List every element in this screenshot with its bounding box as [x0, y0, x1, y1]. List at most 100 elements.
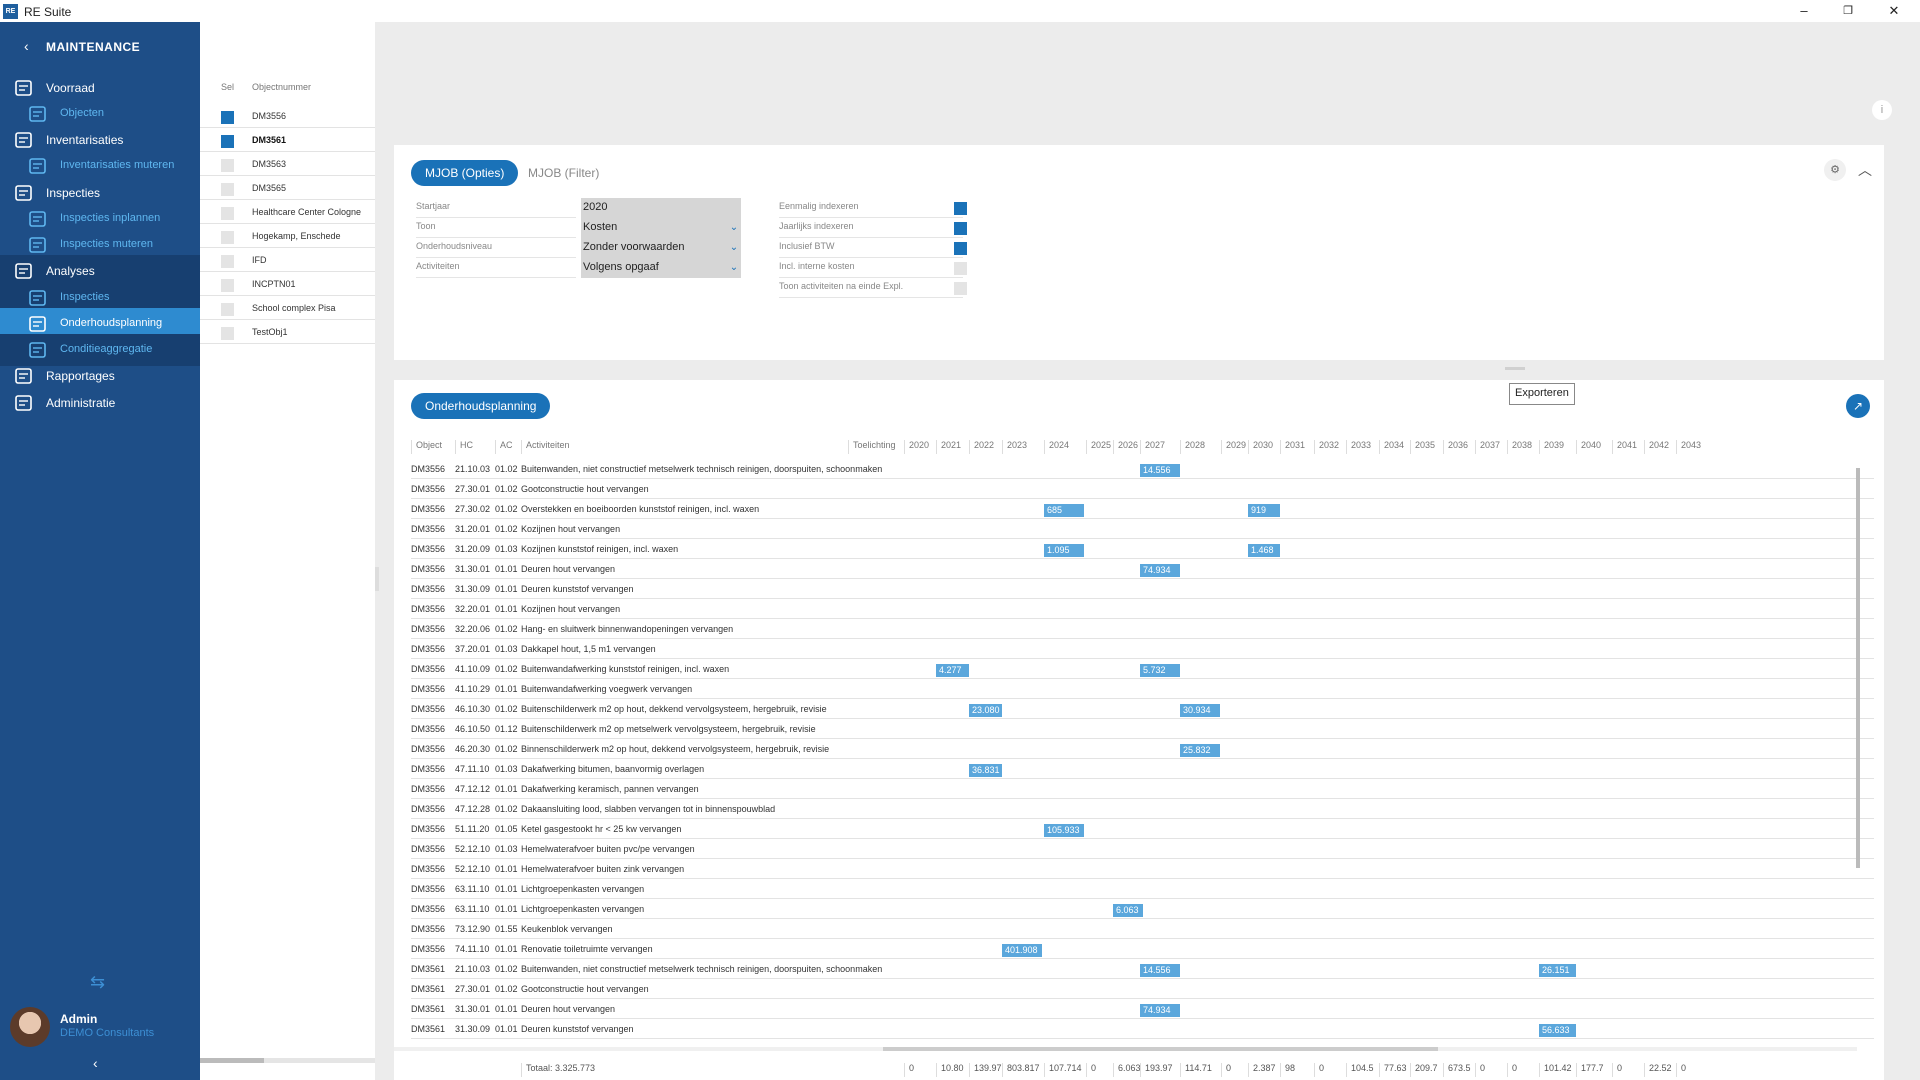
table-row[interactable]: DM3556 74.11.10 01.01 Renovatie toiletruimt… — [411, 939, 1874, 959]
column-header-ac[interactable]: AC — [495, 440, 521, 454]
table-row[interactable]: DM3556 31.30.01 01.01 Deuren hout vervangen… — [411, 559, 1874, 579]
chevron-down-icon[interactable]: ⌄ — [729, 242, 739, 253]
sidebar-item-objecten[interactable]: Objecten — [0, 98, 200, 130]
column-header-year[interactable]: 2027 — [1140, 440, 1180, 454]
cost-bar[interactable]: 23.080 — [969, 704, 1002, 717]
settings-icon[interactable]: ⚙ — [1824, 159, 1846, 181]
column-header-year[interactable]: 2028 — [1180, 440, 1221, 454]
chevron-down-icon[interactable]: ⌄ — [729, 262, 739, 273]
object-select-checkbox[interactable] — [221, 327, 234, 340]
column-header-objectnummer[interactable]: Objectnummer — [252, 82, 312, 92]
column-header-object[interactable]: Object — [411, 440, 455, 454]
column-header-year[interactable]: 2040 — [1576, 440, 1612, 454]
cost-bar[interactable]: 6.063 — [1113, 904, 1143, 917]
panel-splitter[interactable] — [375, 567, 379, 591]
sidebar-item-inspecties-inplannen[interactable]: Inspecties inplannen — [0, 203, 200, 235]
column-header-year[interactable]: 2032 — [1314, 440, 1346, 454]
sidebar-item-inspecties[interactable]: Inspecties — [0, 177, 200, 209]
column-header-year[interactable]: 2041 — [1612, 440, 1644, 454]
table-row[interactable]: DM3556 63.11.10 01.01 Lichtgroepenkasten ve… — [411, 879, 1874, 899]
close-button[interactable]: ✕ — [1888, 3, 1900, 18]
grid-horizontal-scrollbar[interactable] — [394, 1047, 1857, 1051]
object-select-checkbox[interactable] — [221, 279, 234, 292]
column-header-year[interactable]: 2026 — [1113, 440, 1140, 454]
object-row[interactable]: TestObj1 — [200, 320, 375, 344]
sidebar-item-conditieaggregatie[interactable]: Conditieaggregatie — [0, 334, 200, 366]
table-row[interactable]: DM3556 47.12.28 01.02 Dakaansluiting lood, … — [411, 799, 1874, 819]
cost-bar[interactable]: 74.934 — [1140, 1004, 1180, 1017]
table-row[interactable]: DM3561 31.30.01 01.01 Deuren hout vervangen… — [411, 999, 1874, 1019]
column-header-year[interactable]: 2035 — [1410, 440, 1443, 454]
table-row[interactable]: DM3556 52.12.10 01.01 Hemelwaterafvoer buit… — [411, 859, 1874, 879]
object-row[interactable]: School complex Pisa — [200, 296, 375, 320]
object-row[interactable]: DM3556 — [200, 104, 375, 128]
table-row[interactable]: DM3556 47.11.10 01.03 Dakafwerking bitumen,… — [411, 759, 1874, 779]
table-row[interactable]: DM3556 63.11.10 01.01 Lichtgroepenkasten ve… — [411, 899, 1874, 919]
swap-icon[interactable]: ⇆ — [90, 972, 106, 992]
grid-vertical-scrollbar[interactable] — [1856, 468, 1860, 868]
tab-mjob-filter[interactable]: MJOB (Filter) — [528, 166, 600, 180]
table-row[interactable]: DM3556 31.20.01 01.02 Kozijnen hout vervang… — [411, 519, 1874, 539]
cost-bar[interactable]: 1.468 — [1248, 544, 1280, 557]
object-select-checkbox[interactable] — [221, 207, 234, 220]
table-row[interactable]: DM3556 27.30.02 01.02 Overstekken en boeibo… — [411, 499, 1874, 519]
column-header-year[interactable]: 2025 — [1086, 440, 1113, 454]
object-row[interactable]: INCPTN01 — [200, 272, 375, 296]
table-row[interactable]: DM3556 41.10.09 01.02 Buitenwandafwerking k… — [411, 659, 1874, 679]
object-select-checkbox[interactable] — [221, 111, 234, 124]
sidebar-item-analyses[interactable]: Analyses — [0, 255, 200, 287]
cost-bar[interactable]: 14.556 — [1140, 464, 1180, 477]
table-row[interactable]: DM3556 51.11.20 01.05 Ketel gasgestookt hr … — [411, 819, 1874, 839]
column-header-year[interactable]: 2042 — [1644, 440, 1676, 454]
option-checkbox[interactable] — [954, 262, 967, 275]
table-row[interactable]: DM3556 32.20.01 01.01 Kozijnen hout vervang… — [411, 599, 1874, 619]
object-row[interactable]: DM3561 — [200, 128, 375, 152]
option-checkbox[interactable] — [954, 222, 967, 235]
table-row[interactable]: DM3556 47.12.12 01.01 Dakafwerking keramisc… — [411, 779, 1874, 799]
column-header-year[interactable]: 2020 — [904, 440, 936, 454]
column-header-year[interactable]: 2038 — [1507, 440, 1539, 454]
object-row[interactable]: IFD — [200, 248, 375, 272]
object-list-scrollbar[interactable] — [200, 1058, 375, 1063]
export-icon[interactable]: ↗ — [1846, 394, 1870, 418]
cost-bar[interactable]: 14.556 — [1140, 964, 1180, 977]
table-row[interactable]: DM3556 46.10.50 01.12 Buitenschilderwerk m2… — [411, 719, 1874, 739]
object-row[interactable]: DM3563 — [200, 152, 375, 176]
sidebar-item-inspecties-muteren[interactable]: Inspecties muteren — [0, 229, 200, 261]
table-row[interactable]: DM3561 31.30.09 01.01 Deuren kunststof verv… — [411, 1019, 1874, 1039]
sidebar-item-rapportages[interactable]: Rapportages — [0, 360, 200, 392]
object-select-checkbox[interactable] — [221, 159, 234, 172]
object-select-checkbox[interactable] — [221, 231, 234, 244]
minimize-button[interactable]: – — [1800, 3, 1808, 18]
cost-bar[interactable]: 401.908 — [1002, 944, 1042, 957]
cost-bar[interactable]: 105.933 — [1044, 824, 1084, 837]
chevron-down-icon[interactable]: ⌄ — [729, 222, 739, 233]
column-header-year[interactable]: 2029 — [1221, 440, 1248, 454]
object-select-checkbox[interactable] — [221, 303, 234, 316]
cost-bar[interactable]: 25.832 — [1180, 744, 1220, 757]
option-startjaar-field[interactable]: 2020 — [581, 198, 741, 218]
column-header-year[interactable]: 2039 — [1539, 440, 1576, 454]
table-row[interactable]: DM3556 21.10.03 01.02 Buitenwanden, niet co… — [411, 459, 1874, 479]
column-header-year[interactable]: 2021 — [936, 440, 969, 454]
cost-bar[interactable]: 5.732 — [1140, 664, 1180, 677]
maximize-button[interactable]: ❐ — [1843, 5, 1853, 17]
cost-bar[interactable]: 36.831 — [969, 764, 1002, 777]
column-header-year[interactable]: 2031 — [1280, 440, 1314, 454]
table-row[interactable]: DM3556 31.20.09 01.03 Kozijnen kunststof re… — [411, 539, 1874, 559]
object-select-checkbox[interactable] — [221, 183, 234, 196]
object-select-checkbox[interactable] — [221, 135, 234, 148]
sidebar-item-inventarisaties-muteren[interactable]: Inventarisaties muteren — [0, 150, 200, 182]
column-header-year[interactable]: 2034 — [1379, 440, 1410, 454]
sidebar-item-voorraad[interactable]: Voorraad — [0, 72, 200, 104]
object-row[interactable]: Hogekamp, Enschede — [200, 224, 375, 248]
cost-bar[interactable]: 74.934 — [1140, 564, 1180, 577]
info-icon[interactable]: i — [1872, 100, 1892, 120]
option-checkbox[interactable] — [954, 242, 967, 255]
column-header-year[interactable]: 2023 — [1002, 440, 1044, 454]
table-row[interactable]: DM3556 52.12.10 01.03 Hemelwaterafvoer buit… — [411, 839, 1874, 859]
table-row[interactable]: DM3561 27.30.01 01.02 Gootconstructie hout … — [411, 979, 1874, 999]
column-header-year[interactable]: 2037 — [1475, 440, 1507, 454]
cost-bar[interactable]: 30.934 — [1180, 704, 1220, 717]
option-onderhoudsniveau-field[interactable]: Zonder voorwaarden ⌄ — [581, 238, 741, 258]
